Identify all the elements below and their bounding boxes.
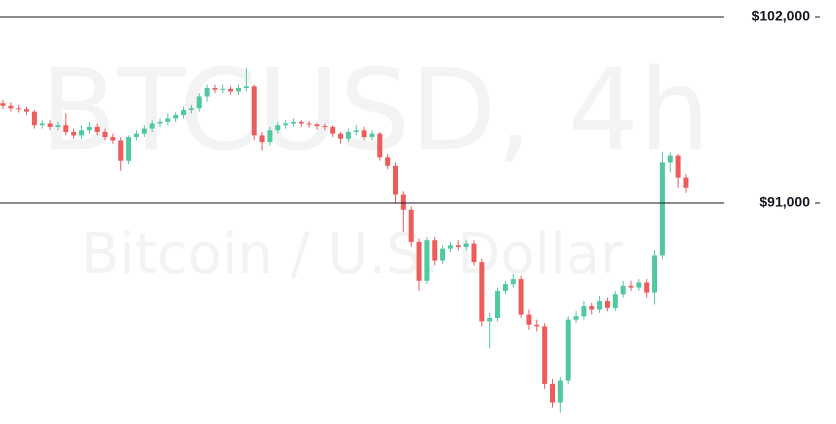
candle-body bbox=[573, 316, 579, 320]
candle-body bbox=[110, 137, 116, 141]
candle-body bbox=[220, 88, 226, 90]
watermark-title: BTCUSD, 4h bbox=[40, 46, 710, 176]
candle-body bbox=[667, 155, 673, 163]
candle-body bbox=[71, 131, 77, 136]
candle-body bbox=[283, 123, 289, 126]
candle-body bbox=[259, 135, 265, 143]
candle-body bbox=[463, 243, 469, 247]
candle-body bbox=[204, 88, 210, 97]
candle-body bbox=[290, 121, 296, 124]
candle-body bbox=[495, 290, 501, 318]
candle-body bbox=[55, 125, 61, 127]
candle-body bbox=[133, 133, 139, 138]
candle-body bbox=[597, 301, 603, 310]
candle-body bbox=[298, 121, 304, 124]
candle-body bbox=[565, 319, 571, 381]
candle-body bbox=[675, 155, 681, 178]
candle-body bbox=[393, 165, 398, 195]
candle-body bbox=[659, 162, 665, 256]
candle-body bbox=[181, 109, 187, 116]
candle-body bbox=[188, 108, 194, 110]
candle-body bbox=[487, 317, 493, 322]
candle-body bbox=[157, 121, 163, 124]
candle-body bbox=[267, 130, 273, 143]
candle-body bbox=[118, 140, 124, 161]
candle-body bbox=[400, 194, 406, 210]
candle-body bbox=[322, 126, 328, 128]
candle-body bbox=[306, 123, 312, 125]
candle-body bbox=[416, 241, 422, 281]
candle-body bbox=[683, 177, 689, 188]
candle-body bbox=[212, 88, 218, 90]
y-tick-label: $91,000 bbox=[759, 194, 810, 210]
candle-body bbox=[353, 130, 359, 132]
candle-body bbox=[8, 105, 14, 109]
candle-body bbox=[0, 103, 6, 106]
candle-body bbox=[31, 111, 37, 126]
candle-body bbox=[86, 126, 92, 131]
candle-body bbox=[102, 131, 108, 138]
candle-body bbox=[550, 383, 555, 403]
candle-body bbox=[432, 240, 438, 261]
candle-body bbox=[377, 133, 383, 158]
candle-body bbox=[173, 115, 179, 119]
candle-body bbox=[557, 380, 563, 403]
candle-body bbox=[63, 125, 69, 132]
candle-body bbox=[47, 123, 53, 127]
candle-body bbox=[24, 109, 30, 112]
candle-body bbox=[612, 294, 618, 308]
candle-body bbox=[604, 301, 610, 308]
candle-body bbox=[424, 240, 430, 281]
candle-body bbox=[141, 128, 147, 134]
candle-body bbox=[330, 126, 336, 134]
candle-body bbox=[385, 157, 391, 166]
candle-body bbox=[479, 262, 485, 322]
candle-body bbox=[440, 248, 446, 261]
candle-body bbox=[16, 108, 22, 110]
candle-body bbox=[243, 86, 249, 89]
candle-body bbox=[518, 279, 524, 315]
candle-body bbox=[94, 126, 100, 132]
candle-body bbox=[652, 255, 658, 293]
y-tick-label: $102,000 bbox=[752, 8, 811, 24]
candle-body bbox=[345, 131, 351, 139]
candle-body bbox=[471, 243, 477, 263]
candle-body bbox=[628, 285, 634, 288]
candle-body bbox=[534, 324, 540, 327]
candle-body bbox=[361, 130, 367, 138]
candle-body bbox=[644, 282, 650, 293]
candle-body bbox=[165, 118, 171, 122]
candle-body bbox=[369, 133, 375, 138]
candle-body bbox=[39, 123, 45, 126]
candle-body bbox=[589, 306, 595, 310]
candle-body bbox=[314, 124, 320, 127]
candle-body bbox=[251, 86, 257, 136]
candle-body bbox=[526, 314, 532, 325]
candle-body bbox=[510, 279, 516, 285]
candle-body bbox=[542, 326, 548, 384]
candle-body bbox=[581, 306, 587, 317]
candle-body bbox=[275, 125, 281, 131]
candle-body bbox=[408, 209, 414, 242]
candle-body bbox=[636, 282, 642, 288]
candle-body bbox=[338, 133, 344, 139]
candle-body bbox=[228, 88, 234, 92]
candle-body bbox=[126, 137, 132, 161]
candle-body bbox=[196, 96, 202, 109]
candle-body bbox=[149, 123, 155, 129]
candle-body bbox=[79, 130, 84, 136]
candle-body bbox=[502, 284, 508, 291]
candle-body bbox=[620, 285, 626, 295]
candle-body bbox=[236, 88, 241, 92]
candle-body bbox=[455, 245, 461, 247]
candle-body bbox=[447, 245, 453, 249]
watermark-subtitle: Bitcoin / U.S. Dollar bbox=[81, 222, 624, 287]
